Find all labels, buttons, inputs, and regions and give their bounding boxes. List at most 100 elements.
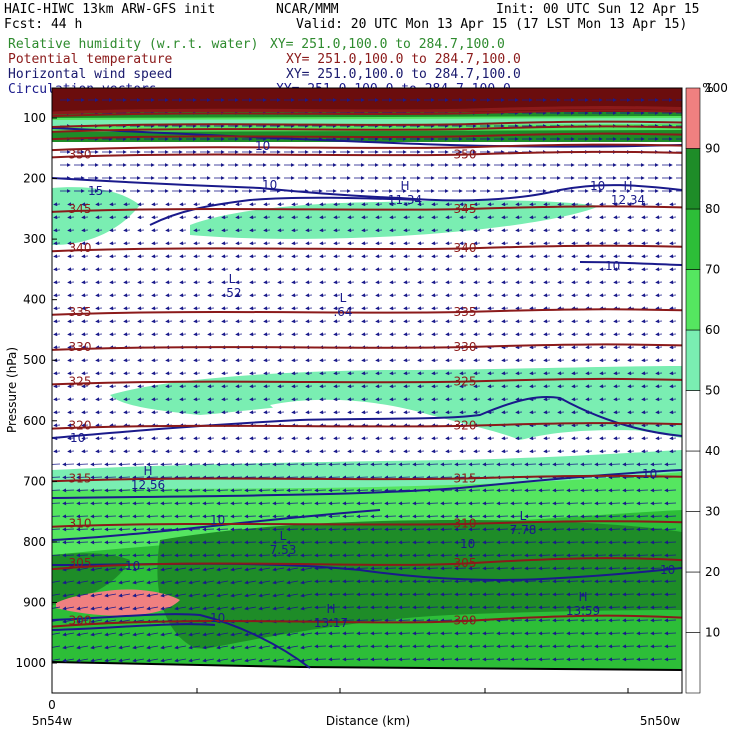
wind-vector	[193, 293, 201, 298]
wind-vector	[608, 527, 621, 532]
wind-vector	[417, 358, 425, 363]
wind-vector	[305, 228, 313, 233]
wind-vector	[244, 475, 257, 480]
wind-vector	[627, 254, 635, 259]
wind-vector	[151, 371, 159, 376]
wind-vector	[403, 384, 411, 389]
wind-vector	[482, 462, 495, 467]
wind-vector	[151, 319, 159, 324]
wind-vector	[216, 553, 229, 558]
wind-vector	[90, 580, 103, 585]
wind-vector	[468, 540, 481, 545]
wind-vector	[118, 462, 131, 467]
wind-vector	[95, 345, 103, 350]
wind-vector	[193, 267, 201, 272]
wind-vector	[193, 319, 201, 324]
wind-vector	[426, 475, 439, 480]
wind-vector	[81, 410, 89, 415]
wind-vector	[193, 241, 201, 246]
wind-vector	[137, 332, 145, 337]
wind-vector	[487, 228, 495, 233]
wind-vector	[664, 605, 677, 610]
wind-vector	[53, 397, 61, 402]
wind-vector	[300, 501, 313, 506]
wind-vector	[403, 436, 411, 441]
wind-vector	[538, 553, 551, 558]
wind-vector	[319, 410, 327, 415]
wind-vector	[132, 527, 145, 532]
wind-vector	[193, 202, 201, 207]
wind-vector	[459, 319, 467, 324]
wind-vector	[356, 488, 369, 493]
wind-vector	[221, 241, 229, 246]
wind-vector	[67, 215, 75, 220]
wind-vector	[650, 553, 663, 558]
wind-vector	[132, 462, 145, 467]
field-rh-name: Relative humidity (w.r.t. water)	[8, 37, 258, 52]
wind-vector	[151, 358, 159, 363]
wind-vector	[53, 423, 61, 428]
wind-vector	[193, 280, 201, 285]
colorbar-bin	[685, 450, 701, 512]
wind-vector	[263, 228, 271, 233]
wind-vector	[249, 384, 257, 389]
wind-vector	[389, 384, 397, 389]
wind-vector	[431, 397, 439, 402]
wind-vector	[482, 501, 495, 506]
wind-vector	[165, 228, 173, 233]
theta-label: 350	[69, 147, 92, 161]
wind-vector	[375, 449, 383, 454]
wind-vector	[174, 540, 187, 545]
wind-vector	[468, 553, 481, 558]
wind-vector	[669, 254, 677, 259]
wind-vector	[543, 293, 551, 298]
wind-vector	[524, 514, 537, 519]
wind-vector	[566, 592, 579, 597]
wind-vector	[62, 645, 75, 650]
wind-vector	[90, 514, 103, 519]
wind-vector	[361, 319, 369, 324]
wind-vector	[333, 332, 341, 337]
wind-vector	[384, 566, 397, 571]
wind-vector	[179, 215, 187, 220]
wind-vector	[389, 202, 397, 207]
wind-vector	[398, 657, 411, 662]
wind-vector	[529, 293, 537, 298]
wind-vector	[132, 580, 145, 585]
wind-vector	[67, 384, 75, 389]
wind-vector	[431, 215, 439, 220]
wind-vector	[529, 436, 537, 441]
wind-vector	[118, 606, 131, 611]
wind-vector	[454, 540, 467, 545]
wind-vector	[426, 527, 439, 532]
wind-vector	[524, 566, 537, 571]
wind-vector	[669, 449, 677, 454]
wind-vector	[389, 280, 397, 285]
wind-vector	[277, 449, 285, 454]
wind-vector	[389, 267, 397, 272]
wind-vector	[314, 540, 327, 545]
wind-vector	[207, 306, 215, 311]
wind-vector	[389, 215, 397, 220]
wind-vector	[412, 501, 425, 506]
wind-vector	[669, 423, 677, 428]
wind-vector	[202, 488, 215, 493]
wind-vector	[132, 514, 145, 519]
wind-vector	[342, 488, 355, 493]
wind-vector	[221, 215, 229, 220]
wind-vector	[412, 631, 425, 636]
wind-vector	[361, 306, 369, 311]
wind-vector	[52, 501, 61, 506]
wind-vector	[174, 606, 187, 611]
wind-vector	[375, 202, 383, 207]
wind-vector	[501, 449, 509, 454]
theta-label: 335	[69, 305, 92, 319]
wind-vector	[333, 293, 341, 298]
colorbar-tick-label: 60	[705, 323, 720, 337]
x-tick-label: 0	[48, 698, 56, 712]
wind-vector	[440, 462, 453, 467]
wind-vector	[174, 658, 187, 663]
wind-vector	[370, 579, 383, 584]
wind-vector	[375, 280, 383, 285]
wind-vector	[305, 293, 313, 298]
